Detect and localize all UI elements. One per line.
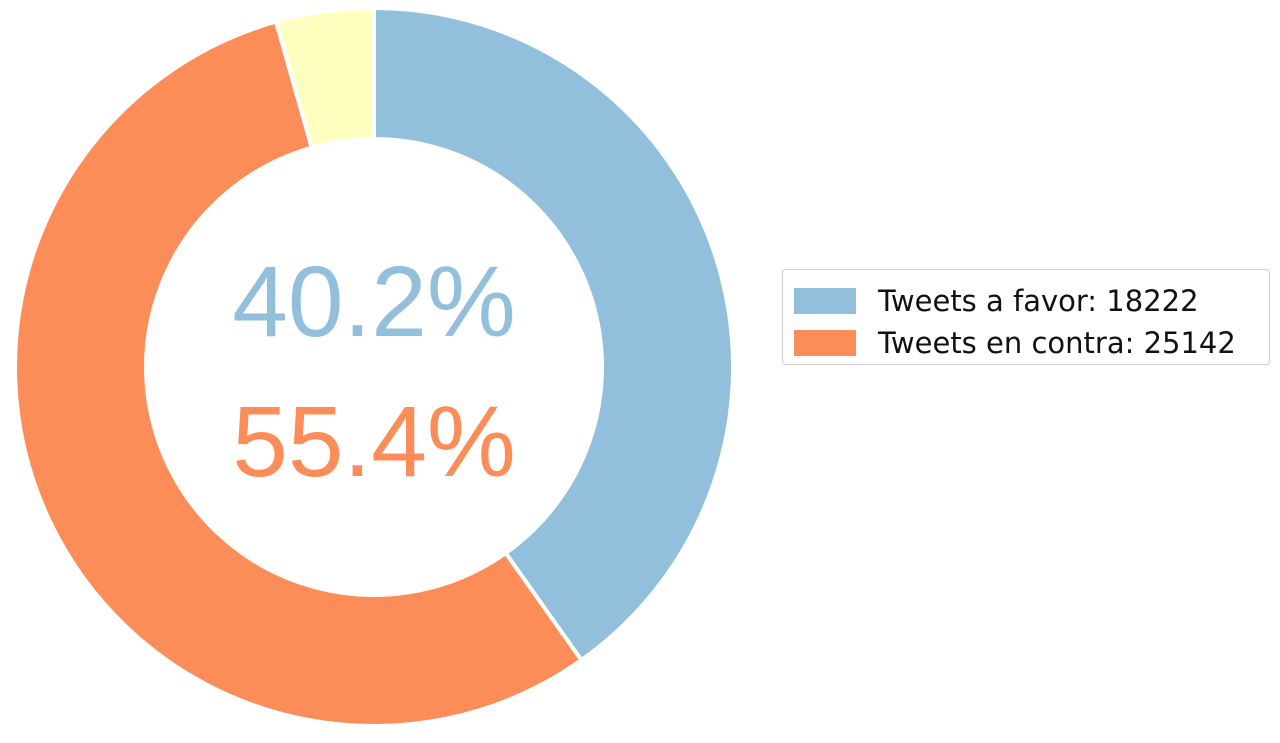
donut-slice-tweets-en-contra <box>13 19 584 728</box>
legend-swatch-contra <box>794 330 856 356</box>
donut-slices <box>13 6 735 728</box>
donut-slice-tweets-a-favor <box>372 6 735 663</box>
center-percent-contra: 55.4% <box>232 386 516 498</box>
legend-label-favor: Tweets a favor: 18222 <box>878 284 1199 318</box>
legend-item-favor: Tweets a favor: 18222 <box>783 280 1269 322</box>
chart-legend: Tweets a favor: 18222 Tweets en contra: … <box>782 269 1270 365</box>
center-percent-favor: 40.2% <box>232 246 516 358</box>
legend-label-contra: Tweets en contra: 25142 <box>878 326 1236 360</box>
donut-slice-other <box>274 6 376 150</box>
legend-item-contra: Tweets en contra: 25142 <box>783 322 1269 364</box>
legend-swatch-favor <box>794 288 856 314</box>
